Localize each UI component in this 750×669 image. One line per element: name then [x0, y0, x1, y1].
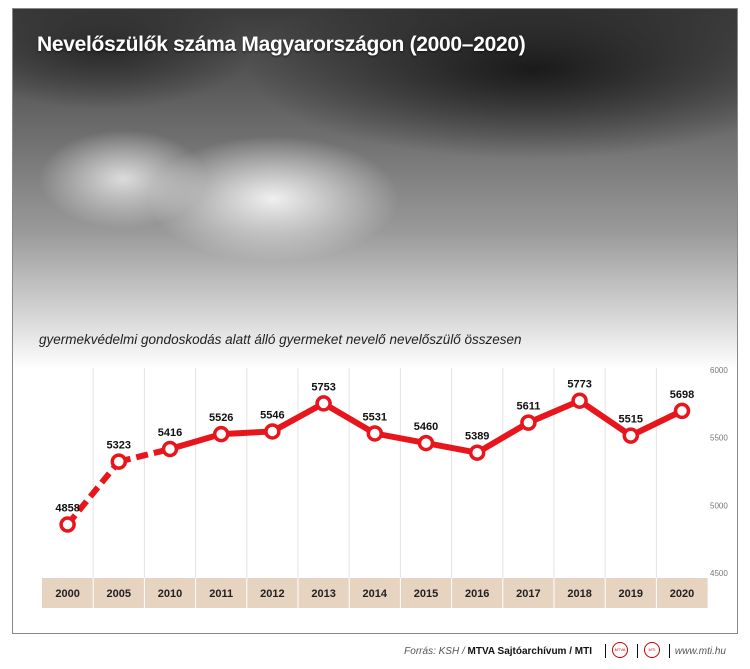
- y-tick-label: 5500: [710, 434, 728, 443]
- data-point: [468, 444, 486, 461]
- data-label: 5389: [465, 431, 489, 443]
- line-segment: [269, 400, 327, 435]
- data-label: 5531: [363, 411, 387, 423]
- data-label: 5698: [670, 389, 694, 401]
- chart-title: Nevelőszülők száma Magyarországon (2000–…: [37, 33, 526, 56]
- line-segment: [167, 431, 225, 453]
- data-label: 5753: [311, 381, 335, 393]
- y-tick-label: 5000: [710, 501, 728, 510]
- chart-subtitle: gyermekvédelmi gondoskodás alatt álló gy…: [39, 332, 522, 347]
- data-point: [110, 453, 128, 470]
- y-tick-label: 6000: [710, 366, 728, 375]
- x-tick-label: 2011: [209, 588, 233, 600]
- line-segment: [627, 407, 685, 439]
- x-tick-label: 2020: [670, 588, 694, 600]
- x-tick-label: 2019: [619, 588, 643, 600]
- source-text: Forrás: KSH / MTVA Sajtóarchívum / MTI: [404, 646, 592, 657]
- line-segment: [218, 428, 276, 438]
- line-segment-dashed: [118, 446, 171, 465]
- data-point: [622, 427, 640, 444]
- x-tick-label: 2015: [414, 588, 438, 600]
- data-label: 5546: [260, 409, 284, 421]
- x-tick-label: 2005: [107, 588, 131, 600]
- data-label: 5323: [107, 440, 131, 452]
- x-tick-label: 2012: [260, 588, 284, 600]
- x-tick-label: 2017: [516, 588, 540, 600]
- data-label: 5611: [516, 401, 540, 413]
- data-label: 5526: [209, 412, 233, 424]
- data-point: [264, 423, 281, 440]
- x-tick-label: 2014: [363, 588, 388, 600]
- y-tick-label: 4500: [710, 569, 728, 578]
- data-label: 5515: [619, 414, 643, 426]
- line-segment: [576, 397, 634, 439]
- line-segment-dashed: [65, 459, 122, 527]
- x-axis-band: [42, 578, 708, 608]
- data-point: [161, 440, 179, 458]
- separator: [637, 644, 638, 658]
- data-label: 5460: [414, 421, 438, 433]
- background-photo: [13, 9, 737, 369]
- separator: [605, 644, 606, 658]
- line-segment: [423, 440, 481, 456]
- data-point: [673, 402, 691, 420]
- data-label: 4858: [55, 503, 79, 515]
- data-point: [59, 516, 76, 533]
- data-label: 5773: [567, 379, 591, 391]
- data-point: [417, 434, 435, 452]
- x-tick-label: 2000: [55, 588, 79, 600]
- line-segment: [525, 397, 583, 426]
- data-point: [212, 425, 230, 443]
- source-bold: MTVA Sajtóarchívum / MTI: [467, 646, 592, 657]
- x-tick-label: 2013: [311, 588, 335, 600]
- footer: Forrás: KSH / MTVA Sajtóarchívum / MTI M…: [0, 640, 740, 664]
- separator: [669, 644, 670, 658]
- x-tick-label: 2016: [465, 588, 489, 600]
- mti-logo-icon: MTI: [644, 642, 660, 658]
- mtva-logo-icon: MTVA: [612, 642, 628, 658]
- website-url[interactable]: www.mti.hu: [674, 646, 726, 657]
- line-segment: [474, 419, 532, 456]
- source-prefix: Forrás: KSH /: [404, 646, 468, 657]
- data-point: [315, 395, 332, 412]
- data-label: 5416: [158, 427, 182, 439]
- x-tick-label: 2010: [158, 588, 182, 600]
- data-point: [520, 414, 537, 431]
- plot-area: [42, 368, 708, 578]
- data-point: [366, 425, 384, 442]
- data-point: [571, 392, 588, 409]
- line-segment: [320, 400, 378, 437]
- x-tick-label: 2018: [567, 588, 591, 600]
- line-segment: [371, 430, 429, 447]
